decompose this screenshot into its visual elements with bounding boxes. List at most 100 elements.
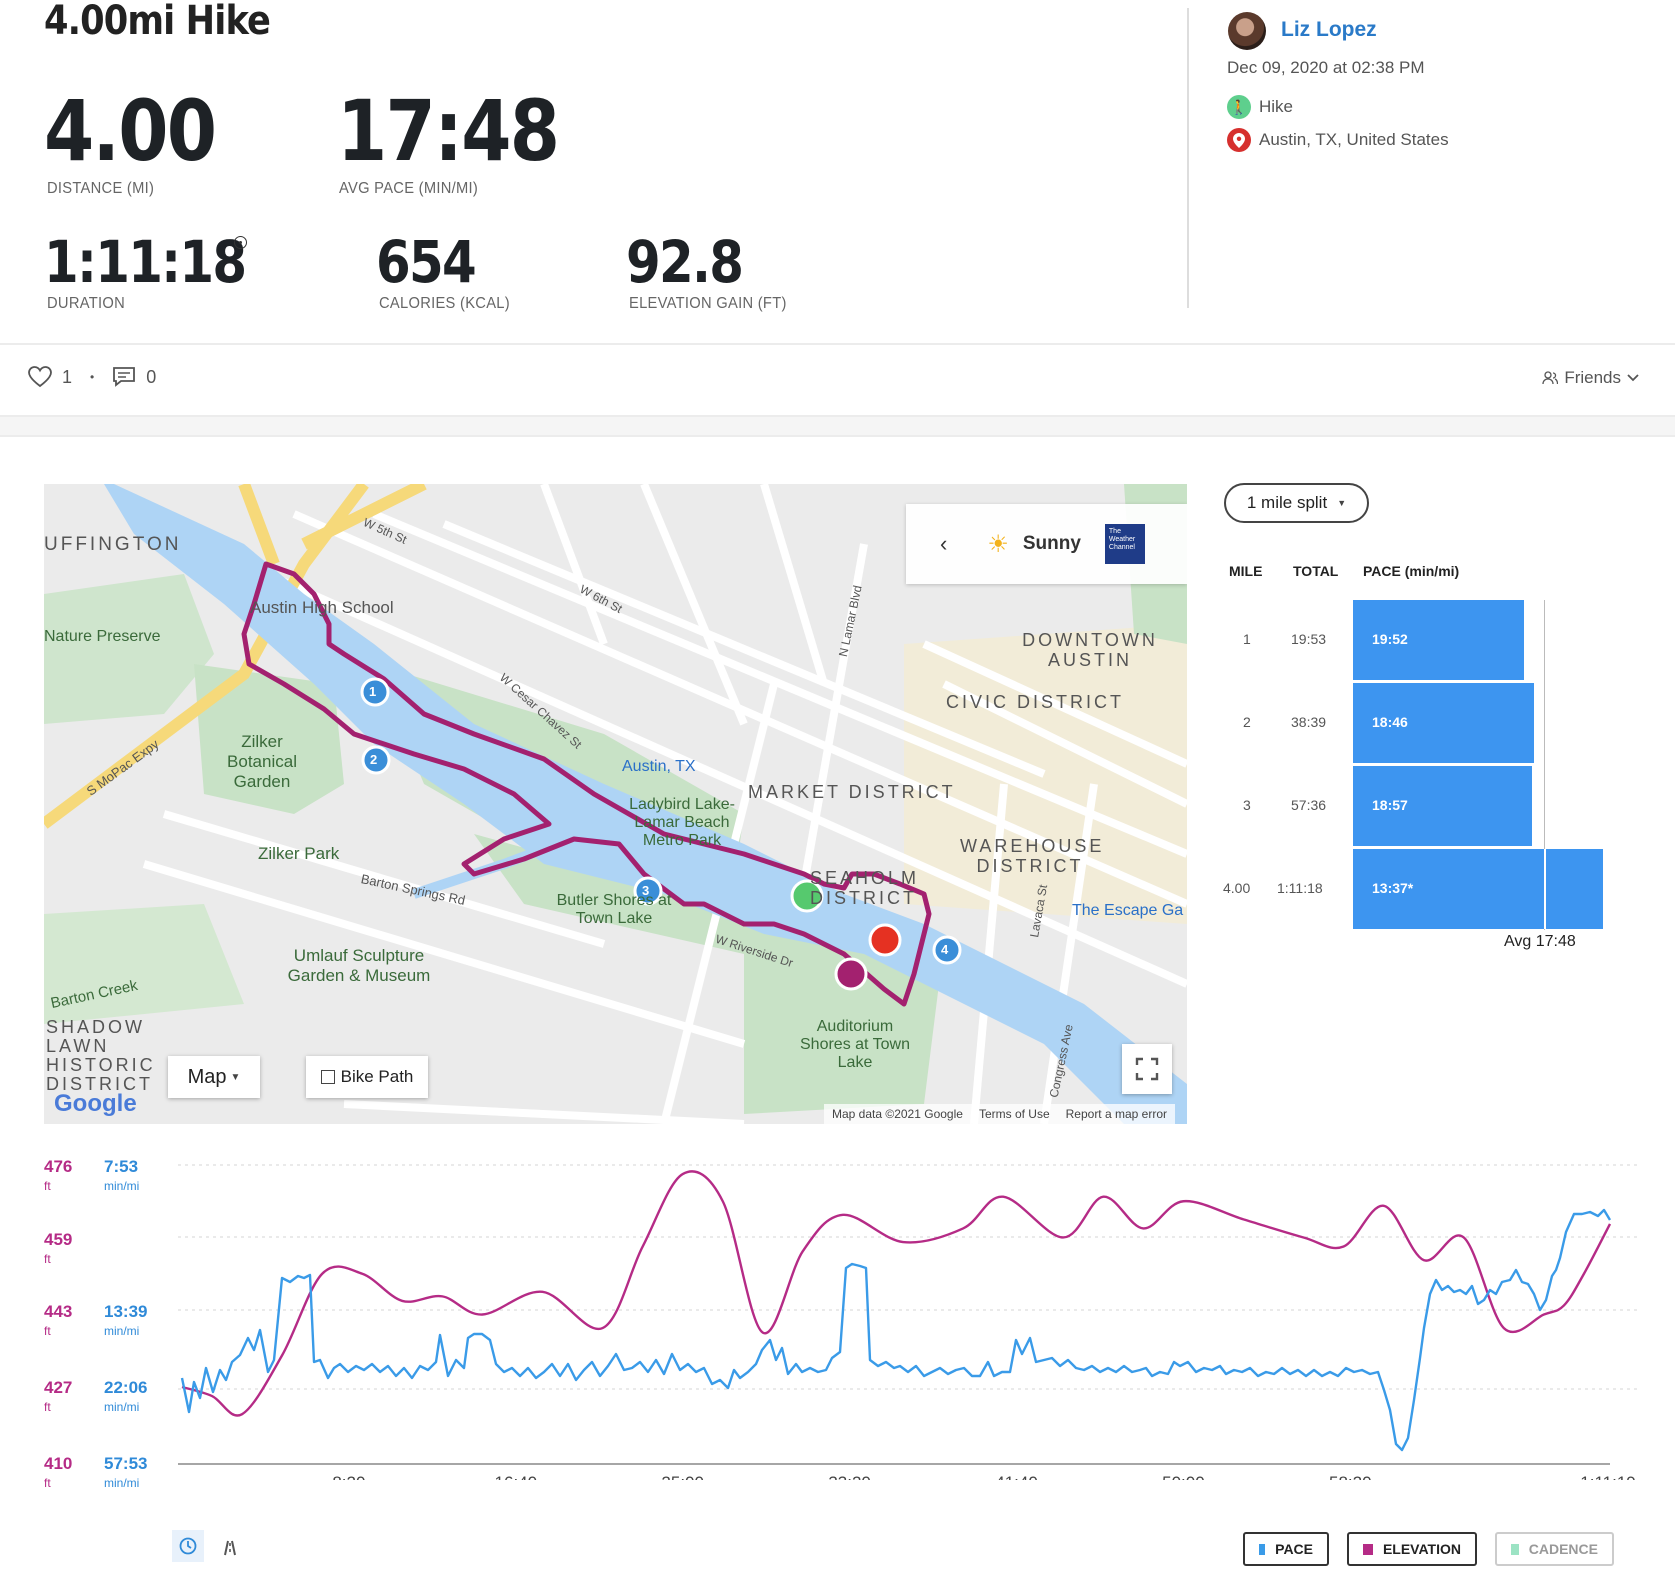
map-label: UFFINGTON <box>44 534 182 555</box>
splits-header-mile: MILE <box>1229 563 1263 579</box>
report-error-link[interactable]: Report a map error <box>1065 1107 1167 1121</box>
map-label: MARKET DISTRICT <box>748 782 956 802</box>
map-label: Zilker Botanical Garden <box>227 732 297 791</box>
divider <box>0 343 1675 345</box>
pace-legend-toggle[interactable]: PACE <box>1243 1532 1329 1566</box>
elev-tick: 459 <box>44 1230 73 1249</box>
split-total: 57:36 <box>1291 797 1327 813</box>
distance-axis-toggle[interactable] <box>216 1534 244 1562</box>
elev-tick: 443 <box>44 1302 73 1321</box>
split-mile: 3 <box>1243 797 1251 813</box>
elevation-legend-label: ELEVATION <box>1382 1541 1461 1557</box>
weather-condition: Sunny <box>1022 533 1081 554</box>
cadence-legend-toggle[interactable]: CADENCE <box>1495 1532 1614 1566</box>
pace-tick: 7:53 <box>104 1157 139 1176</box>
weather-card[interactable]: ‹ ☀ Sunny The Weather Channel <box>906 504 1187 584</box>
split-pace: 13:37* <box>1372 880 1414 896</box>
divider <box>0 435 1675 437</box>
distance-value: 4.00 <box>44 82 217 180</box>
bike-path-toggle[interactable]: Bike Path <box>306 1056 428 1098</box>
user-name[interactable]: Liz Lopez <box>1281 18 1377 41</box>
elev-tick: 476 <box>44 1157 73 1176</box>
elev-unit: ft <box>44 1324 51 1338</box>
comment-icon[interactable] <box>112 366 136 388</box>
avg-pace-label: AVG PACE (MIN/MI) <box>339 180 479 197</box>
map-label: Ladybird Lake-Lamar Beach Metro Park <box>629 796 735 849</box>
like-count: 1 <box>62 366 73 387</box>
comment-count: 0 <box>146 366 157 387</box>
activity-location: Austin, TX, United States <box>1259 130 1449 149</box>
splits-header-pace: PACE (min/mi) <box>1363 563 1460 579</box>
elev-unit: ft <box>44 1179 51 1193</box>
x-tick-label: 25:00 <box>661 1473 704 1480</box>
map-label: CIVIC DISTRICT <box>946 692 1125 712</box>
split-mile: 4.00 <box>1223 880 1251 896</box>
weather-channel-logo: The Weather Channel <box>1104 524 1145 564</box>
pace-tick: 57:53 <box>104 1454 148 1473</box>
split-marker-1[interactable]: 1 <box>369 684 377 699</box>
cadence-legend-label: CADENCE <box>1528 1541 1598 1557</box>
pace-legend-label: PACE <box>1275 1541 1313 1557</box>
split-bar <box>1353 600 1524 680</box>
terms-link[interactable]: Terms of Use <box>978 1107 1050 1121</box>
end-marker <box>868 923 902 957</box>
info-icon[interactable] <box>234 236 247 249</box>
split-bar <box>1353 849 1603 929</box>
splits-header-total: TOTAL <box>1293 563 1339 579</box>
calories-value: 654 <box>376 228 477 296</box>
elev-tick: 427 <box>44 1378 73 1397</box>
chevron-down-icon <box>1627 374 1639 382</box>
map-label: Umlauf Sculpture Garden & Museum <box>287 946 431 985</box>
elevation-value: 92.8 <box>626 228 744 296</box>
divider <box>0 415 1675 417</box>
split-total: 1:11:18 <box>1277 880 1323 896</box>
route-map[interactable]: 1 2 3 4 UFFINGTON Nature Preserve Austin… <box>44 484 1187 1124</box>
x-tick-label: 41:40 <box>995 1473 1038 1480</box>
x-tick-label: 8:20 <box>332 1473 365 1480</box>
elevation-legend-toggle[interactable]: ELEVATION <box>1347 1532 1477 1566</box>
split-marker-4[interactable]: 4 <box>941 942 949 957</box>
split-marker-3[interactable]: 3 <box>642 883 650 898</box>
map-attribution: Map data ©2021 Google <box>832 1107 963 1121</box>
split-pace: 18:57 <box>1372 797 1408 813</box>
map-type-dropdown[interactable]: Map ▼ <box>168 1056 260 1098</box>
fullscreen-button[interactable] <box>1122 1044 1172 1094</box>
map-label: SHADOW LAWN HISTORIC DISTRICT <box>46 1017 156 1094</box>
elev-unit: ft <box>44 1252 51 1266</box>
avg-pace-marker: Avg 17:48 <box>1504 933 1576 950</box>
split-bar <box>1353 683 1534 763</box>
privacy-dropdown[interactable]: Friends <box>1542 368 1639 388</box>
map-label: Austin, TX <box>622 758 696 775</box>
pace-unit: min/mi <box>104 1179 140 1193</box>
split-marker-2[interactable]: 2 <box>370 752 378 767</box>
split-bar <box>1353 766 1532 846</box>
caret-down-icon: ▼ <box>1337 498 1347 508</box>
heart-icon[interactable] <box>28 366 52 388</box>
google-logo: Google <box>54 1090 137 1117</box>
calories-label: CALORIES (KCAL) <box>379 295 510 312</box>
elevation-swatch <box>1363 1543 1373 1555</box>
start-marker <box>790 879 824 913</box>
road-icon <box>224 1540 236 1556</box>
fullscreen-icon <box>1135 1057 1159 1081</box>
time-axis-toggle[interactable] <box>172 1530 204 1562</box>
map-label: Butler Shores at Town Lake <box>556 892 672 927</box>
distance-label: DISTANCE (MI) <box>47 180 155 197</box>
split-selector-label: 1 mile split <box>1246 493 1328 512</box>
avg-line <box>1544 849 1546 929</box>
split-pace: 18:46 <box>1372 714 1408 730</box>
pace-swatch <box>1259 1543 1266 1555</box>
split-selector[interactable]: 1 mile split ▼ <box>1224 483 1369 523</box>
elevation-pace-chart[interactable]: 8:20 16:40 25:00 33:20 41:40 50:00 58:20 1:11:1… <box>0 1150 1675 1480</box>
bike-path-label: Bike Path <box>340 1067 414 1086</box>
duration-label: DURATION <box>47 295 125 312</box>
chevron-left-icon[interactable]: ‹ <box>940 531 948 556</box>
hike-icon: 🚶 <box>1227 95 1251 119</box>
section-gap <box>0 417 1675 435</box>
avatar[interactable] <box>1228 12 1266 50</box>
pace-tick: 13:39 <box>104 1302 148 1321</box>
separator: • <box>90 370 95 384</box>
split-markers <box>360 677 962 965</box>
map-label: Nature Preserve <box>44 628 161 645</box>
checkbox[interactable] <box>320 1070 335 1084</box>
